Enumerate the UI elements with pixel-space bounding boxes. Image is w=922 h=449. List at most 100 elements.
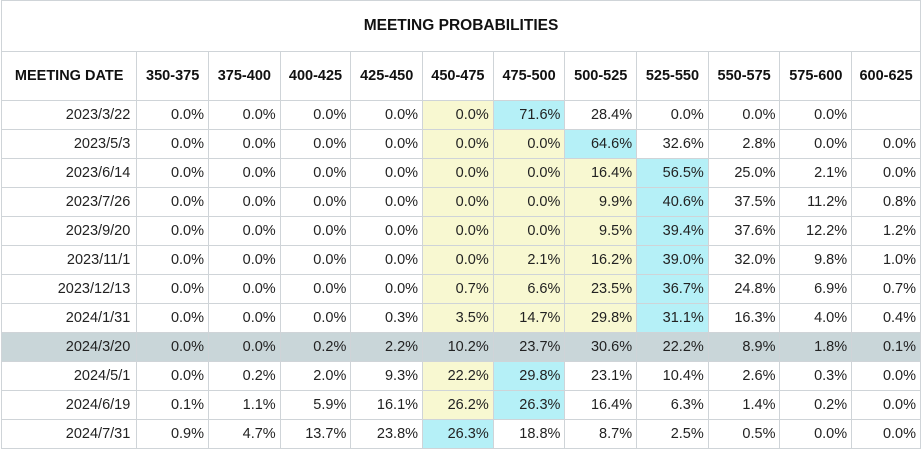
probability-cell: 9.9% xyxy=(564,187,638,217)
table-row: 2024/7/31 0.9% 4.7% 13.7% 23.8% 26.3% 18.8% 8.7… xyxy=(0,419,921,449)
probability-cell: 0.3% xyxy=(350,303,424,333)
probability-cell: 22.2% xyxy=(422,361,494,391)
column-header-525-550: 525-550 xyxy=(636,51,709,101)
probability-cell: 11.2% xyxy=(779,187,853,217)
probability-cell: 16.3% xyxy=(707,303,781,333)
probability-cell: 10.2% xyxy=(422,332,494,362)
probability-cell: 26.2% xyxy=(422,390,494,420)
probability-cell: 0.2% xyxy=(208,361,281,391)
table-row: 2023/9/20 0.0% 0.0% 0.0% 0.0% 0.0% 0.0% 9.5% 39.… xyxy=(0,216,921,246)
probability-cell: 10.4% xyxy=(636,361,709,391)
probability-cell: 0.0% xyxy=(208,274,281,304)
probability-cell: 36.7% xyxy=(636,274,709,304)
probability-cell: 0.0% xyxy=(208,245,281,275)
meeting-date-cell: 2024/3/20 xyxy=(0,332,138,362)
probability-cell: 37.6% xyxy=(707,216,781,246)
probability-cell: 0.0% xyxy=(136,158,209,188)
probability-cell: 37.5% xyxy=(707,187,781,217)
probability-cell: 0.9% xyxy=(136,419,209,449)
meeting-date-cell: 2024/1/31 xyxy=(0,303,138,333)
probability-cell: 28.4% xyxy=(564,100,638,130)
probability-cell: 2.1% xyxy=(779,158,853,188)
probability-cell: 64.6% xyxy=(564,129,638,159)
probability-cell: 0.0% xyxy=(492,216,566,246)
probability-cell: 0.0% xyxy=(707,100,781,130)
probability-cell: 0.4% xyxy=(851,303,921,333)
probability-cell: 2.6% xyxy=(707,361,781,391)
table-row: 2024/3/20 0.0% 0.0% 0.2% 2.2% 10.2% 23.7% 30.6%… xyxy=(0,332,921,362)
probability-cell: 0.2% xyxy=(779,390,853,420)
probability-cell: 0.0% xyxy=(350,187,424,217)
column-header-425-450: 425-450 xyxy=(350,51,424,101)
probability-cell: 9.8% xyxy=(779,245,853,275)
meeting-date-cell: 2023/11/1 xyxy=(0,245,138,275)
meeting-date-cell: 2023/3/22 xyxy=(0,100,138,130)
column-header-475-500: 475-500 xyxy=(492,51,566,101)
probability-cell: 0.0% xyxy=(350,216,424,246)
probability-cell: 0.0% xyxy=(279,129,352,159)
column-header-600-625: 600-625 xyxy=(851,51,921,101)
probability-cell: 2.0% xyxy=(279,361,352,391)
column-header-500-525: 500-525 xyxy=(564,51,638,101)
probability-cell: 0.0% xyxy=(208,158,281,188)
probability-cell: 23.5% xyxy=(564,274,638,304)
probability-cell: 31.1% xyxy=(636,303,709,333)
probability-cell: 0.0% xyxy=(279,274,352,304)
probability-cell: 6.6% xyxy=(492,274,566,304)
meeting-date-cell: 2023/5/3 xyxy=(0,129,138,159)
probability-cell: 8.7% xyxy=(564,419,638,449)
table-row: 2023/12/13 0.0% 0.0% 0.0% 0.0% 0.7% 6.6% 23.5% 3… xyxy=(0,274,921,304)
probability-cell: 26.3% xyxy=(492,390,566,420)
probability-cell: 0.0% xyxy=(422,158,494,188)
probability-cell: 0.0% xyxy=(851,158,921,188)
table-row: 2023/5/3 0.0% 0.0% 0.0% 0.0% 0.0% 0.0% 64.6% 32.… xyxy=(0,129,921,159)
probability-cell: 0.0% xyxy=(279,158,352,188)
probability-cell: 13.7% xyxy=(279,419,352,449)
probability-cell: 6.9% xyxy=(779,274,853,304)
meeting-date-cell: 2023/9/20 xyxy=(0,216,138,246)
table-row: 2024/6/19 0.1% 1.1% 5.9% 16.1% 26.2% 26.3% 16.4… xyxy=(0,390,921,420)
probability-cell: 32.0% xyxy=(707,245,781,275)
column-header-575-600: 575-600 xyxy=(779,51,853,101)
probability-cell: 0.0% xyxy=(208,216,281,246)
probability-cell: 25.0% xyxy=(707,158,781,188)
probability-cell: 2.2% xyxy=(350,332,424,362)
probability-cell: 0.2% xyxy=(279,332,352,362)
probability-cell: 8.9% xyxy=(707,332,781,362)
probability-cell: 29.8% xyxy=(564,303,638,333)
probability-cell: 32.6% xyxy=(636,129,709,159)
probability-cell: 23.7% xyxy=(492,332,566,362)
probability-cell: 0.5% xyxy=(707,419,781,449)
column-header-375-400: 375-400 xyxy=(208,51,281,101)
probability-cell: 9.3% xyxy=(350,361,424,391)
probability-cell: 0.0% xyxy=(208,129,281,159)
probability-cell: 0.0% xyxy=(350,129,424,159)
probability-cell: 0.0% xyxy=(779,100,853,130)
probability-cell: 0.0% xyxy=(779,129,853,159)
probability-cell: 71.6% xyxy=(492,100,566,130)
probability-cell: 3.5% xyxy=(422,303,494,333)
probability-cell: 2.5% xyxy=(636,419,709,449)
column-header-meeting-date: MEETING DATE xyxy=(0,51,138,101)
meeting-date-cell: 2023/12/13 xyxy=(0,274,138,304)
probability-cell: 0.0% xyxy=(492,187,566,217)
probability-cell: 0.0% xyxy=(136,187,209,217)
probability-cell: 23.8% xyxy=(350,419,424,449)
probability-cell: 0.0% xyxy=(350,158,424,188)
probability-cell: 0.0% xyxy=(422,100,494,130)
probability-cell: 0.0% xyxy=(136,100,209,130)
meeting-date-cell: 2023/6/14 xyxy=(0,158,138,188)
probability-cell: 14.7% xyxy=(492,303,566,333)
column-header-400-425: 400-425 xyxy=(279,51,352,101)
probability-cell: 0.0% xyxy=(136,332,209,362)
probability-cell: 29.8% xyxy=(492,361,566,391)
table-row: 2023/3/22 0.0% 0.0% 0.0% 0.0% 0.0% 71.6% 28.4% 0… xyxy=(0,100,921,130)
probability-cell: 0.0% xyxy=(492,129,566,159)
column-header-350-375: 350-375 xyxy=(136,51,209,101)
probability-cell: 5.9% xyxy=(279,390,352,420)
probability-cell: 0.1% xyxy=(136,390,209,420)
probability-cell: 40.6% xyxy=(636,187,709,217)
probability-cell: 0.0% xyxy=(279,216,352,246)
probability-cell: 0.1% xyxy=(851,332,921,362)
probability-cell: 0.0% xyxy=(779,419,853,449)
